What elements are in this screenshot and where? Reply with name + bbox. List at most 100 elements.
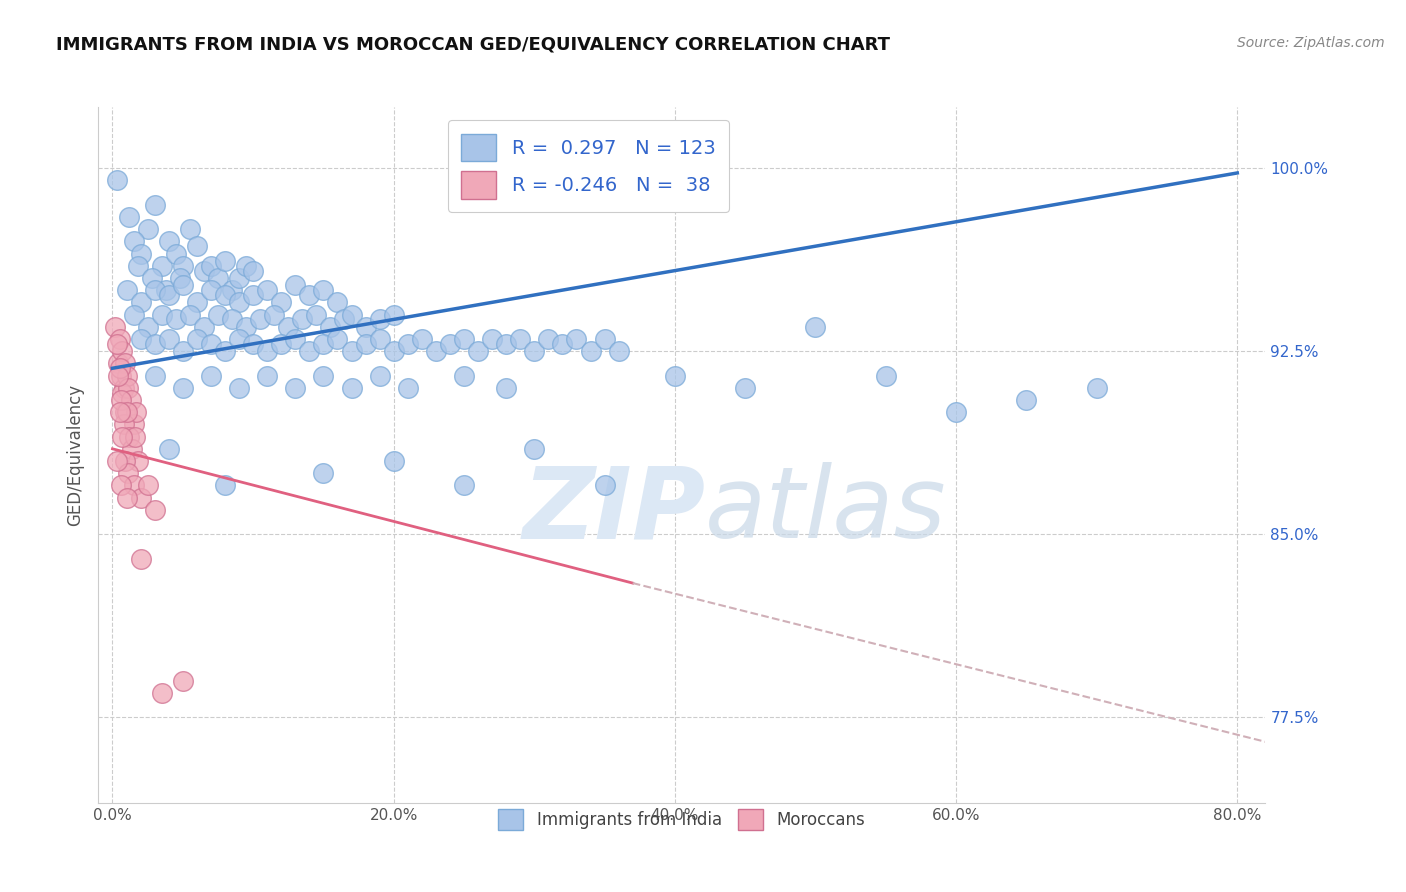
Point (551, 336, 574, 351)
Point (305, 308, 328, 322)
Point (256, 283, 278, 297)
Point (382, 454, 405, 468)
Point (110, 478, 132, 492)
Point (141, 271, 163, 285)
Point (150, 308, 173, 322)
Point (354, 319, 377, 334)
Point (214, 344, 236, 359)
Point (127, 259, 149, 273)
Point (734, 381, 756, 395)
Point (1015, 392, 1038, 407)
Point (122, 235, 145, 249)
Point (104, 319, 127, 334)
Point (172, 344, 194, 359)
Point (284, 381, 307, 395)
Point (129, 491, 152, 505)
Point (284, 278, 307, 293)
Point (312, 336, 335, 351)
Point (804, 319, 827, 334)
Point (115, 368, 138, 383)
Point (221, 283, 243, 297)
Y-axis label: GED/Equivalency: GED/Equivalency (66, 384, 84, 526)
Point (136, 478, 159, 492)
Point (312, 368, 335, 383)
Point (523, 344, 546, 359)
Point (129, 246, 152, 260)
Point (157, 235, 180, 249)
Point (172, 278, 194, 293)
Point (150, 686, 173, 700)
Point (111, 429, 134, 443)
Point (537, 332, 560, 346)
Point (214, 253, 236, 268)
Point (193, 319, 215, 334)
Point (263, 308, 285, 322)
Point (122, 308, 145, 322)
Point (108, 361, 131, 376)
Point (382, 308, 405, 322)
Point (1085, 381, 1108, 395)
Point (340, 308, 363, 322)
Point (200, 283, 222, 297)
Point (242, 288, 264, 302)
Text: Source: ZipAtlas.com: Source: ZipAtlas.com (1237, 36, 1385, 50)
Point (207, 308, 229, 322)
Point (110, 392, 132, 407)
Point (298, 288, 321, 302)
Point (368, 368, 391, 383)
Point (523, 442, 546, 456)
Point (118, 429, 141, 443)
Point (593, 478, 616, 492)
Point (242, 336, 264, 351)
Point (326, 295, 349, 310)
Point (481, 332, 503, 346)
Point (270, 336, 292, 351)
Point (228, 271, 250, 285)
Point (114, 454, 136, 468)
Point (120, 392, 142, 407)
Text: ZIP: ZIP (522, 462, 706, 559)
Point (396, 381, 419, 395)
Point (143, 368, 166, 383)
Point (115, 283, 138, 297)
Point (607, 344, 630, 359)
Point (214, 478, 236, 492)
Point (117, 381, 139, 395)
Point (129, 551, 152, 566)
Point (115, 491, 138, 505)
Point (565, 332, 588, 346)
Point (121, 442, 143, 456)
Point (200, 259, 222, 273)
Point (122, 417, 145, 432)
Point (368, 312, 391, 326)
Point (495, 381, 517, 395)
Point (157, 288, 180, 302)
Point (155, 283, 177, 297)
Point (270, 295, 292, 310)
Point (242, 263, 264, 277)
Point (312, 467, 335, 481)
Point (256, 344, 278, 359)
Point (111, 385, 134, 400)
Point (453, 478, 475, 492)
Point (117, 467, 139, 481)
Point (112, 381, 135, 395)
Point (664, 368, 686, 383)
Point (228, 381, 250, 395)
Point (157, 332, 180, 346)
Point (114, 405, 136, 419)
Point (875, 368, 897, 383)
Point (143, 283, 166, 297)
Point (579, 344, 602, 359)
Point (340, 344, 363, 359)
Point (319, 319, 342, 334)
Point (114, 356, 136, 370)
Point (127, 454, 149, 468)
Text: atlas: atlas (706, 462, 946, 559)
Point (333, 312, 356, 326)
Point (172, 381, 194, 395)
Point (207, 271, 229, 285)
Point (312, 283, 335, 297)
Point (157, 442, 180, 456)
Point (105, 173, 128, 187)
